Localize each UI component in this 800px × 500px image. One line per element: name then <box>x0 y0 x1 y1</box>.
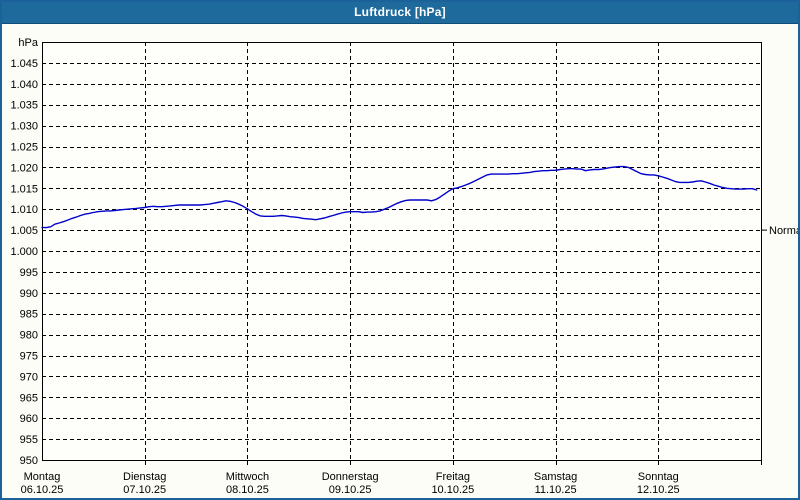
x-day-label: Donnerstag <box>322 471 379 483</box>
x-date-label: 08.10.25 <box>226 484 269 496</box>
y-tick-label: 995 <box>20 267 38 279</box>
y-tick-label: 1.015 <box>10 183 38 195</box>
x-day-label: Freitag <box>436 471 470 483</box>
y-tick-label: 955 <box>20 434 38 446</box>
y-tick-label: 985 <box>20 309 38 321</box>
x-date-label: 12.10.25 <box>637 484 680 496</box>
x-axis-ticks <box>145 460 762 465</box>
x-day-label: Samstag <box>534 471 577 483</box>
y-tick-label: 980 <box>20 330 38 342</box>
y-tick-label: 975 <box>20 351 38 363</box>
x-day-label: Dienstag <box>123 471 166 483</box>
x-date-label: 09.10.25 <box>329 484 372 496</box>
pressure-line <box>41 165 758 229</box>
h-gridlines <box>42 63 761 440</box>
x-date-label: 11.10.25 <box>535 484 577 496</box>
y-tick-label: 950 <box>20 455 38 467</box>
y-tick-label: 1.025 <box>10 142 38 154</box>
y-tick-label: 1.035 <box>10 100 38 112</box>
window-title: Luftdruck [hPa] <box>354 5 446 19</box>
x-date-label: 10.10.25 <box>431 484 474 496</box>
normal-label: Normal <box>769 225 798 237</box>
x-day-label: Sonntag <box>638 471 679 483</box>
plot-frame <box>42 42 762 461</box>
y-tick-label: 960 <box>20 413 38 425</box>
y-tick-label: 990 <box>20 288 38 300</box>
y-tick-label: 970 <box>20 371 38 383</box>
x-date-label: 07.10.25 <box>123 484 166 496</box>
y-axis-unit-label: hPa <box>18 37 38 49</box>
x-date-label: 06.10.25 <box>21 484 64 496</box>
y-tick-label: 1.010 <box>10 204 38 216</box>
x-day-label: Montag <box>24 471 61 483</box>
window-title-bar: Luftdruck [hPa] <box>2 2 798 24</box>
pressure-chart: 1.045 1.040 1.035 1.030 1.025 1.020 1.015 1.010… <box>10 37 798 496</box>
y-tick-label: 1.030 <box>10 121 38 133</box>
y-tick-label: 1.045 <box>10 58 38 70</box>
y-tick-label: 1.000 <box>10 246 38 258</box>
x-day-label: Mittwoch <box>226 471 269 483</box>
y-tick-label: 1.020 <box>10 162 38 174</box>
y-tick-label: 1.040 <box>10 79 38 91</box>
y-tick-label: 1.005 <box>10 225 38 237</box>
y-tick-label: 965 <box>20 392 38 404</box>
